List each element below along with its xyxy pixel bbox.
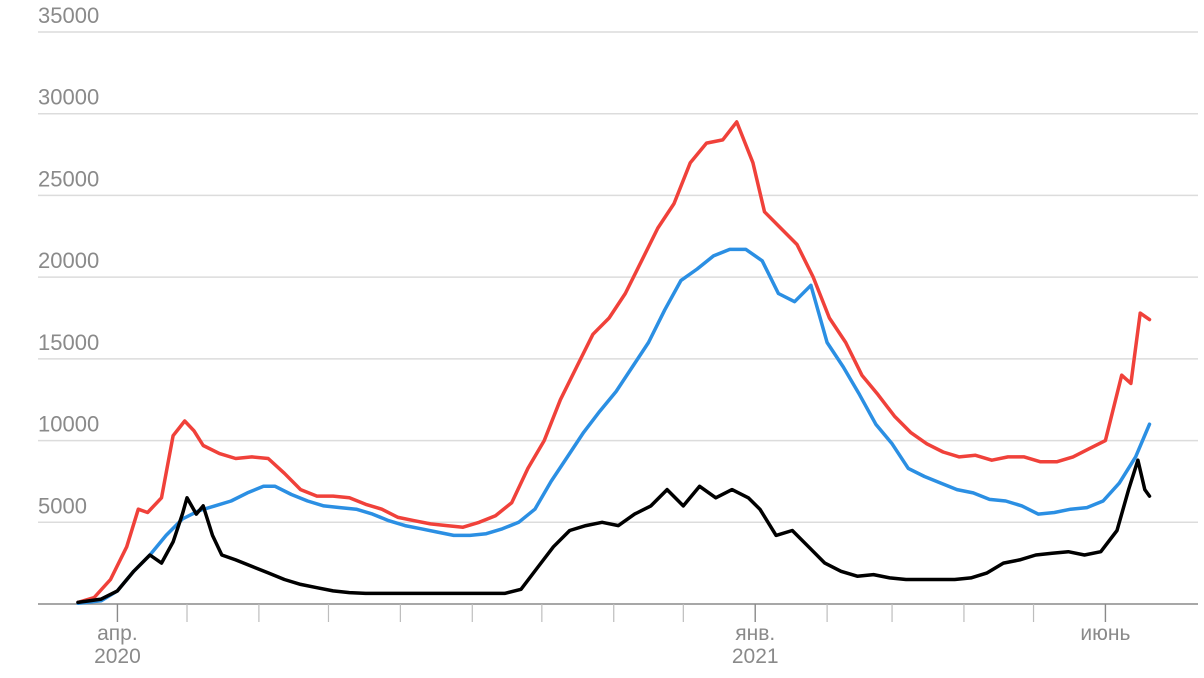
y-tick-label-35000: 35000: [38, 3, 99, 28]
series-line-2: [76, 247, 1152, 605]
x-tick-label-month: янв.: [735, 622, 775, 645]
x-tick-label-month: апр.: [97, 622, 138, 645]
y-tick-label-15000: 15000: [38, 330, 99, 355]
series-line-3: [76, 458, 1152, 605]
x-tick-label-month: июнь: [1080, 622, 1130, 645]
y-tick-label-20000: 20000: [38, 248, 99, 273]
x-axis: апр.2020 янв.2021 июнь: [38, 603, 1198, 668]
y-tick-label-30000: 30000: [38, 85, 99, 110]
series-lines: [76, 120, 1152, 605]
gridlines: [38, 31, 1198, 524]
x-tick-label-year: 2021: [732, 645, 779, 668]
x-tick-label-year: 2020: [94, 645, 141, 668]
y-tick-label-5000: 5000: [38, 493, 87, 518]
y-tick-label-10000: 10000: [38, 412, 99, 437]
y-tick-label-25000: 25000: [38, 166, 99, 191]
series-line-1: [76, 120, 1152, 605]
y-axis-tick-labels: 35000 30000 25000 20000 15000 10000 5000: [38, 3, 99, 518]
